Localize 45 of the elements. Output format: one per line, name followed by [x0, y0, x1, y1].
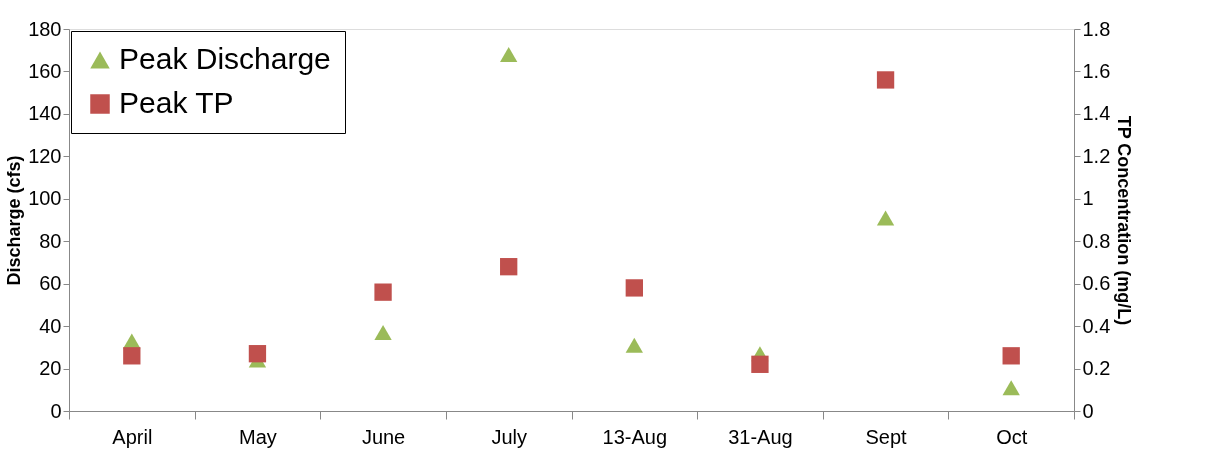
y2-tick-label: 0.8	[1082, 229, 1111, 252]
y-tick-label: 180	[28, 17, 62, 40]
y-tick-label: 20	[39, 357, 62, 380]
y-tick-label: 140	[28, 102, 62, 125]
x-tick-label: 13-Aug	[602, 425, 668, 448]
point	[625, 279, 643, 297]
point	[374, 324, 392, 340]
y-axis-title: Discharge (cfs)	[4, 155, 25, 286]
point	[876, 71, 895, 89]
x-tick-label: July	[491, 425, 527, 448]
x-tick-label: June	[361, 425, 406, 448]
point	[123, 347, 141, 365]
y2-tick-label: 1.8	[1082, 17, 1111, 40]
y2-tick-label: 0.6	[1082, 272, 1111, 295]
y-tick-label: 80	[39, 229, 62, 252]
y2-axis-title: TP Concentration (mg/L)	[1114, 115, 1135, 326]
y-tick-label: 100	[28, 187, 62, 210]
y2-tick-label: 0.4	[1082, 314, 1111, 337]
y2-tick-label: 1	[1082, 187, 1094, 210]
point	[500, 258, 518, 276]
y2-tick-label: 1.4	[1082, 102, 1111, 125]
y2-tick-label: 0.2	[1082, 357, 1111, 380]
point	[500, 46, 518, 62]
x-tick-label: 31-Aug	[728, 425, 793, 448]
legend-label: Peak TP	[119, 86, 234, 119]
point	[751, 355, 769, 373]
y-tick-label: 40	[39, 314, 62, 337]
x-tick-label: Oct	[996, 425, 1028, 448]
y-tick-label: 120	[28, 144, 62, 167]
y-tick-label: 60	[39, 272, 62, 295]
x-tick-label: April	[112, 425, 153, 448]
y2-tick-label: 1.6	[1082, 59, 1111, 82]
x-tick-label: May	[239, 425, 277, 448]
y-tick-label: 160	[28, 59, 62, 82]
point	[248, 345, 267, 363]
y-tick-label: 0	[50, 399, 62, 422]
point	[876, 210, 895, 226]
point	[625, 337, 643, 353]
point	[374, 283, 392, 301]
point	[1002, 380, 1020, 396]
y2-tick-label: 0	[1082, 399, 1094, 422]
legend-label: Peak Discharge	[119, 42, 331, 75]
y2-tick-label: 1.2	[1082, 144, 1111, 167]
x-tick-label: Sept	[865, 425, 908, 448]
point	[1002, 347, 1020, 365]
